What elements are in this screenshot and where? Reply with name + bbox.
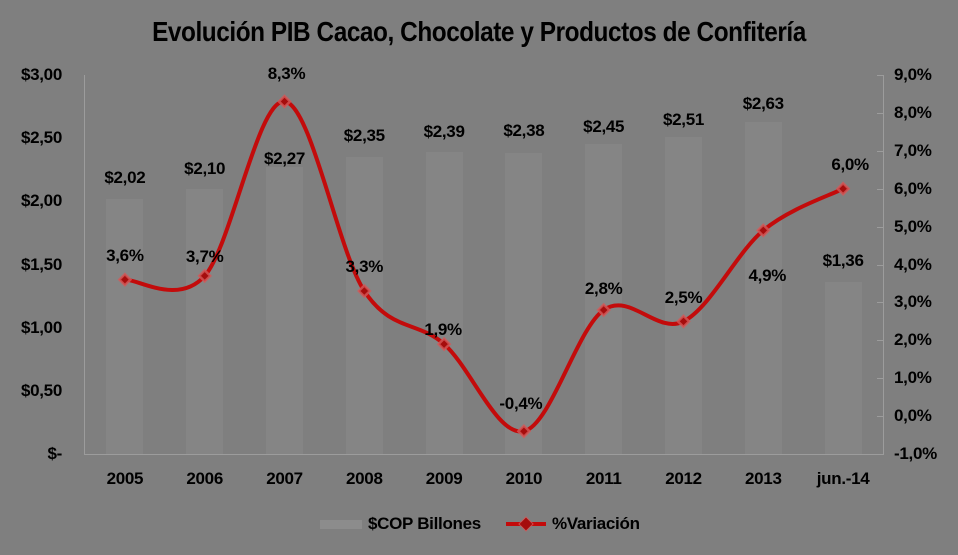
left-axis-label: $- xyxy=(47,444,62,463)
right-axis-line xyxy=(883,75,884,455)
bar-value-label: $2,35 xyxy=(343,126,385,146)
left-axis-label: $3,00 xyxy=(20,65,62,84)
x-axis-label: 2012 xyxy=(665,469,702,488)
pct-value-label: 1,9% xyxy=(424,320,462,340)
line-marker-diamond-icon xyxy=(835,181,851,196)
line-marker-diamond-icon xyxy=(436,336,452,352)
x-axis-label: 2011 xyxy=(585,469,622,488)
right-axis-tick xyxy=(877,416,883,418)
pct-value-label: 2,8% xyxy=(584,278,623,298)
bar-value-label: $2,27 xyxy=(263,149,306,169)
x-axis-label: 2007 xyxy=(266,469,303,488)
right-axis-tick xyxy=(877,75,883,76)
line-marker-diamond-icon xyxy=(357,283,372,299)
pct-value-label: 3,6% xyxy=(106,245,144,265)
bar xyxy=(186,188,224,454)
right-axis-label: 4,0% xyxy=(894,254,932,274)
legend: $COP Billones %Variación xyxy=(320,512,640,536)
bar xyxy=(824,282,862,454)
pct-value-label: 8,3% xyxy=(267,63,306,83)
bar-value-label: $1,36 xyxy=(822,251,864,271)
bar xyxy=(744,121,782,454)
bar xyxy=(505,153,543,454)
right-axis-label: 0,0% xyxy=(894,406,932,426)
pct-value-label: 6,0% xyxy=(831,154,869,174)
right-axis-tick xyxy=(877,112,883,114)
right-axis-tick xyxy=(877,340,883,342)
pct-value-label: 2,5% xyxy=(664,288,703,308)
x-axis-label: 2013 xyxy=(744,469,782,488)
line-marker-diamond-icon xyxy=(756,223,771,238)
right-axis-tick xyxy=(877,150,883,152)
legend-bar-label: $COP Billones xyxy=(368,514,481,533)
left-axis-label: $1,50 xyxy=(20,254,62,274)
bar xyxy=(585,144,623,454)
pct-value-label: 3,3% xyxy=(345,257,384,277)
x-axis-label: jun.-14 xyxy=(816,469,870,488)
right-axis-tick xyxy=(877,302,883,304)
x-axis-label: 2008 xyxy=(345,469,383,488)
left-axis-label: $2,50 xyxy=(20,128,62,148)
right-axis-label: 7,0% xyxy=(894,140,932,160)
x-axis-label: 2010 xyxy=(505,469,543,488)
bar-value-label: $2,02 xyxy=(104,167,146,187)
legend-bar-swatch-icon xyxy=(320,519,362,529)
right-axis-label: 2,0% xyxy=(894,330,932,350)
pct-value-label: -0,4% xyxy=(499,394,543,414)
right-axis-tick xyxy=(877,264,883,266)
right-axis-tick xyxy=(877,378,883,380)
right-axis-label: 8,0% xyxy=(894,102,932,122)
right-axis-label: 9,0% xyxy=(894,65,932,84)
right-axis-label: 6,0% xyxy=(894,178,932,198)
line-marker-diamond-icon xyxy=(197,268,212,284)
right-axis-label: -1,0% xyxy=(894,444,937,463)
bar-value-label: $2,51 xyxy=(662,109,705,129)
line-marker-diamond-icon xyxy=(117,272,133,287)
left-axis-label: $1,00 xyxy=(20,317,62,337)
bar-value-label: $2,39 xyxy=(423,122,465,142)
left-axis-line xyxy=(84,75,85,455)
line-marker-diamond-icon xyxy=(277,94,292,109)
x-axis-line xyxy=(84,454,884,455)
legend-diamond-icon xyxy=(519,517,533,531)
x-axis-label: 2005 xyxy=(106,469,144,488)
line-marker-diamond-icon xyxy=(596,302,611,318)
line-marker-diamond-icon xyxy=(516,423,532,439)
left-axis-label: $0,50 xyxy=(20,380,62,400)
x-axis-label: 2009 xyxy=(425,469,463,488)
right-axis-tick xyxy=(877,454,883,455)
right-axis-tick xyxy=(877,226,883,228)
chart-title: Evolución PIB Cacao, Chocolate y Product… xyxy=(152,16,806,47)
bar-value-label: $2,38 xyxy=(503,121,545,141)
legend-line-label: %Variación xyxy=(551,514,640,533)
right-axis-label: 5,0% xyxy=(894,216,932,236)
variation-line-path xyxy=(122,99,846,434)
pct-value-label: 4,9% xyxy=(748,266,787,286)
bar xyxy=(665,136,702,454)
bar xyxy=(106,198,144,454)
bar-value-label: $2,63 xyxy=(742,93,784,113)
bar xyxy=(266,167,303,454)
legend-line-swatch-icon xyxy=(505,517,546,531)
left-axis-label: $2,00 xyxy=(20,191,62,211)
x-axis-label: 2006 xyxy=(186,469,223,488)
right-axis-tick xyxy=(877,188,883,190)
bar-value-label: $2,10 xyxy=(184,158,226,178)
pct-value-label: 3,7% xyxy=(185,246,224,266)
right-axis-label: 3,0% xyxy=(894,292,932,312)
right-axis-label: 1,0% xyxy=(894,368,932,388)
line-marker-diamond-icon xyxy=(676,314,691,329)
bar-value-label: $2,45 xyxy=(583,117,625,137)
bar xyxy=(425,152,463,454)
